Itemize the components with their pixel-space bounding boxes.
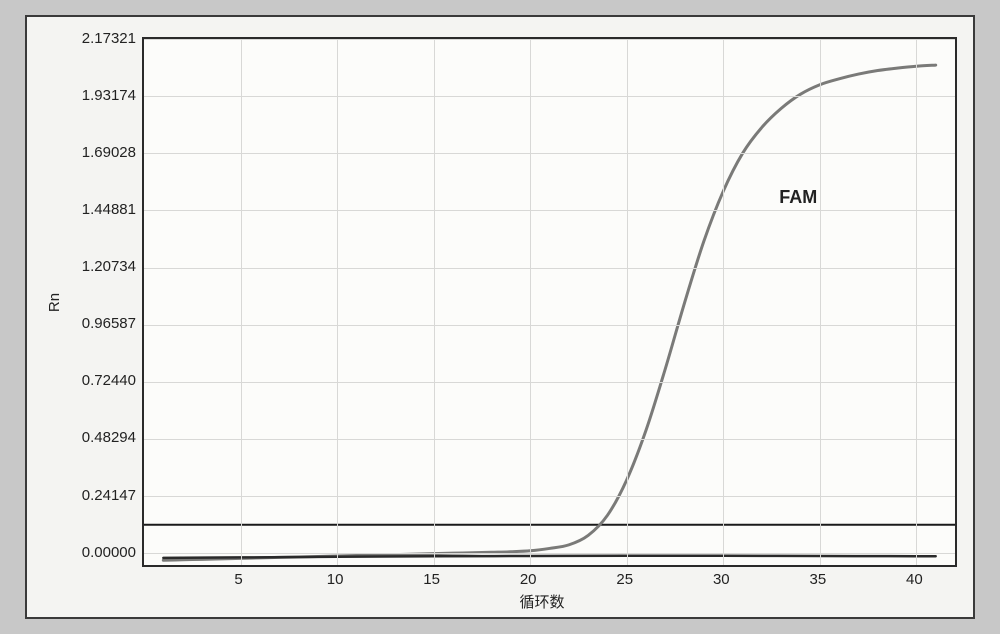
- plot-area: [142, 37, 957, 567]
- grid-line-v: [434, 39, 435, 565]
- x-tick-label: 25: [616, 571, 633, 588]
- y-tick-label: 0.24147: [82, 487, 136, 504]
- y-tick-label: 0.00000: [82, 544, 136, 561]
- x-tick-label: 10: [327, 571, 344, 588]
- grid-line-v: [530, 39, 531, 565]
- x-tick-label: 20: [520, 571, 537, 588]
- x-axis-label: 循环数: [520, 591, 565, 612]
- y-tick-label: 1.20734: [82, 258, 136, 275]
- x-tick-label: 40: [906, 571, 923, 588]
- grid-line-v: [916, 39, 917, 565]
- grid-line-h: [144, 153, 955, 154]
- chart-frame: Rn 循环数 FAM 0.00000 0.24147 0.48294 0.72440 0…: [25, 15, 975, 619]
- x-tick-label: 35: [809, 571, 826, 588]
- grid-line-h: [144, 210, 955, 211]
- grid-line-h: [144, 325, 955, 326]
- grid-line-v: [820, 39, 821, 565]
- x-tick-label: 15: [423, 571, 440, 588]
- grid-line-v: [337, 39, 338, 565]
- grid-line-h: [144, 496, 955, 497]
- x-tick-label: 30: [713, 571, 730, 588]
- grid-line-v: [241, 39, 242, 565]
- y-tick-label: 2.17321: [82, 30, 136, 47]
- grid-line-h: [144, 553, 955, 554]
- x-tick-label: 5: [234, 571, 242, 588]
- chart-svg: [144, 39, 955, 565]
- grid-line-h: [144, 96, 955, 97]
- grid-line-v: [723, 39, 724, 565]
- grid-line-h: [144, 382, 955, 383]
- y-tick-label: 0.96587: [82, 315, 136, 332]
- y-tick-label: 1.93174: [82, 87, 136, 104]
- y-tick-label: 1.44881: [82, 201, 136, 218]
- grid-line-v: [627, 39, 628, 565]
- y-axis-label: Rn: [46, 293, 63, 312]
- y-tick-label: 0.48294: [82, 429, 136, 446]
- y-tick-label: 0.72440: [82, 372, 136, 389]
- grid-line-h: [144, 439, 955, 440]
- grid-line-h: [144, 39, 955, 40]
- grid-line-h: [144, 268, 955, 269]
- y-tick-label: 1.69028: [82, 144, 136, 161]
- series-label-fam: FAM: [779, 187, 817, 208]
